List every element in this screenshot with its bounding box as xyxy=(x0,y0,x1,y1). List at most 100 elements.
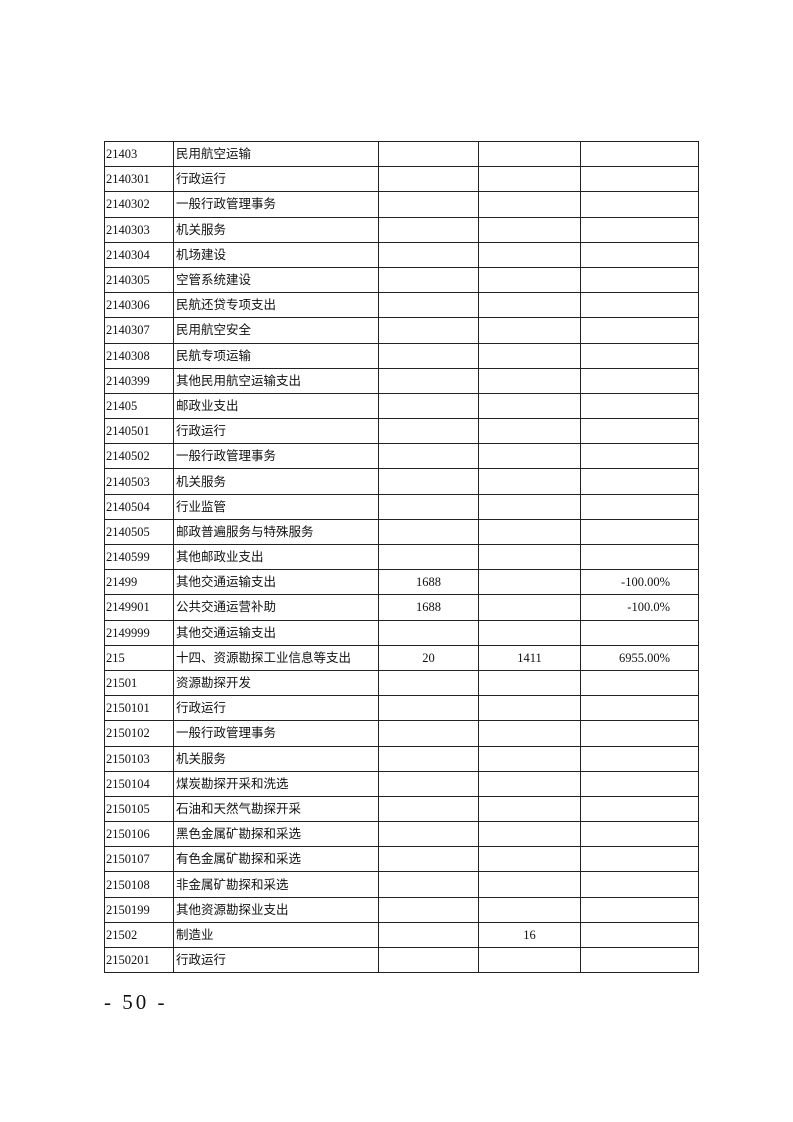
change-rate-cell xyxy=(580,518,699,546)
page-number: - 50 - xyxy=(104,990,168,1014)
subject-name-cell: 一般行政管理事务 xyxy=(173,720,379,747)
change-rate-cell: 6955.00% xyxy=(580,644,699,671)
value-cell-2 xyxy=(478,569,581,596)
subject-name-cell: 邮政业支出 xyxy=(173,392,379,420)
value-cell-1 xyxy=(378,821,479,848)
value-cell-2 xyxy=(478,745,581,772)
subject-code-cell: 2149999 xyxy=(104,619,174,646)
table-row: 2149999 其他交通运输支出 xyxy=(104,619,699,646)
change-rate-cell xyxy=(580,367,699,394)
value-cell-1 xyxy=(378,166,479,193)
value-cell-1 xyxy=(378,140,479,168)
subject-name-cell: 其他民用航空运输支出 xyxy=(173,367,379,394)
value-cell-2 xyxy=(478,140,581,168)
value-cell-1 xyxy=(378,795,479,823)
subject-code-cell: 2140304 xyxy=(104,241,174,268)
value-cell-2 xyxy=(478,493,581,520)
table-row: 21403 民用航空运输 xyxy=(104,140,699,168)
table-row: 2150106 黑色金属矿勘探和采选 xyxy=(104,821,699,848)
value-cell-1 xyxy=(378,292,479,319)
change-rate-cell xyxy=(580,896,699,923)
budget-table: 21403 民用航空运输 2140301 行政运行 2140302 一般行政管理事务 214… xyxy=(104,140,699,974)
table-row: 2140306 民航还贷专项支出 xyxy=(104,292,699,319)
change-rate-cell xyxy=(580,921,699,949)
subject-name-cell: 行业监管 xyxy=(173,493,379,520)
table-row: 2140502 一般行政管理事务 xyxy=(104,443,699,470)
value-cell-2 xyxy=(478,292,581,319)
value-cell-1: 1688 xyxy=(378,569,479,596)
subject-name-cell: 有色金属矿勘探和采选 xyxy=(173,846,379,873)
table-row: 2140304 机场建设 xyxy=(104,241,699,268)
change-rate-cell xyxy=(580,443,699,470)
change-rate-cell xyxy=(580,166,699,193)
subject-name-cell: 煤炭勘探开采和洗选 xyxy=(173,770,379,797)
value-cell-1 xyxy=(378,317,479,344)
subject-name-cell: 机关服务 xyxy=(173,468,379,495)
subject-code-cell: 2140504 xyxy=(104,493,174,520)
value-cell-2 xyxy=(478,166,581,193)
value-cell-2 xyxy=(478,594,581,621)
change-rate-cell xyxy=(580,191,699,218)
value-cell-1 xyxy=(378,418,479,445)
subject-name-cell: 制造业 xyxy=(173,921,379,949)
value-cell-1 xyxy=(378,896,479,923)
value-cell-2 xyxy=(478,720,581,747)
value-cell-1: 20 xyxy=(378,644,479,671)
subject-code-cell: 2140502 xyxy=(104,443,174,470)
change-rate-cell xyxy=(580,946,699,974)
subject-name-cell: 其他交通运输支出 xyxy=(173,619,379,646)
subject-code-cell: 2140399 xyxy=(104,367,174,394)
table-row: 21499 其他交通运输支出 1688 -100.00% xyxy=(104,569,699,596)
subject-name-cell: 机关服务 xyxy=(173,216,379,243)
subject-code-cell: 2140599 xyxy=(104,543,174,571)
subject-name-cell: 民航专项运输 xyxy=(173,342,379,369)
subject-code-cell: 2150104 xyxy=(104,770,174,797)
value-cell-2 xyxy=(478,846,581,873)
table-row: 2150107 有色金属矿勘探和采选 xyxy=(104,846,699,873)
value-cell-1 xyxy=(378,191,479,218)
subject-code-cell: 2140307 xyxy=(104,317,174,344)
change-rate-cell xyxy=(580,241,699,268)
value-cell-2 xyxy=(478,946,581,974)
value-cell-2: 16 xyxy=(478,921,581,949)
value-cell-1 xyxy=(378,871,479,898)
change-rate-cell xyxy=(580,216,699,243)
subject-code-cell: 21501 xyxy=(104,669,174,697)
subject-name-cell: 其他资源勘探业支出 xyxy=(173,896,379,923)
value-cell-1 xyxy=(378,468,479,495)
subject-name-cell: 民用航空安全 xyxy=(173,317,379,344)
value-cell-2 xyxy=(478,367,581,394)
value-cell-1 xyxy=(378,921,479,949)
table-row: 2140307 民用航空安全 xyxy=(104,317,699,344)
change-rate-cell xyxy=(580,317,699,344)
value-cell-1 xyxy=(378,946,479,974)
value-cell-1 xyxy=(378,720,479,747)
subject-name-cell: 资源勘探开发 xyxy=(173,669,379,697)
table-row: 2140504 行业监管 xyxy=(104,493,699,520)
subject-code-cell: 215 xyxy=(104,644,174,671)
change-rate-cell xyxy=(580,770,699,797)
value-cell-2 xyxy=(478,543,581,571)
table-row: 2150201 行政运行 xyxy=(104,946,699,974)
value-cell-1 xyxy=(378,342,479,369)
change-rate-cell xyxy=(580,493,699,520)
value-cell-2 xyxy=(478,795,581,823)
table-row: 21405 邮政业支出 xyxy=(104,392,699,420)
value-cell-2 xyxy=(478,896,581,923)
value-cell-1 xyxy=(378,745,479,772)
change-rate-cell xyxy=(580,619,699,646)
table-row: 2150104 煤炭勘探开采和洗选 xyxy=(104,770,699,797)
subject-name-cell: 空管系统建设 xyxy=(173,266,379,294)
value-cell-2 xyxy=(478,342,581,369)
subject-name-cell: 行政运行 xyxy=(173,166,379,193)
value-cell-2 xyxy=(478,695,581,722)
value-cell-1 xyxy=(378,846,479,873)
table-row: 2140301 行政运行 xyxy=(104,166,699,193)
subject-code-cell: 2140303 xyxy=(104,216,174,243)
change-rate-cell xyxy=(580,795,699,823)
change-rate-cell xyxy=(580,342,699,369)
value-cell-1 xyxy=(378,392,479,420)
subject-code-cell: 2140505 xyxy=(104,518,174,546)
subject-name-cell: 民用航空运输 xyxy=(173,140,379,168)
subject-code-cell: 2150105 xyxy=(104,795,174,823)
